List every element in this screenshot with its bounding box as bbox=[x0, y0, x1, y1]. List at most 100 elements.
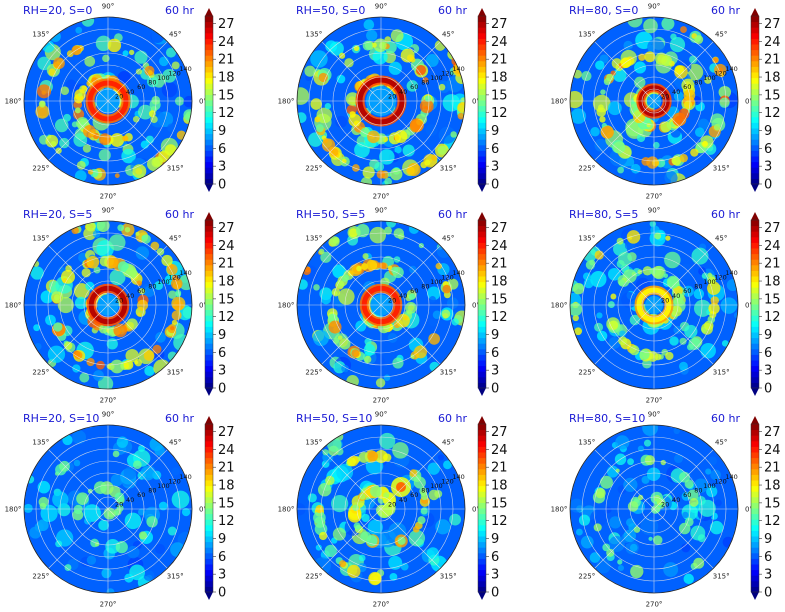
angular-gridline bbox=[107, 508, 168, 569]
theta-tick-label: 315° bbox=[167, 165, 184, 173]
rain-patch bbox=[408, 223, 420, 234]
polar-panel: 2040608010012014090°45°0°315°270°225°180… bbox=[5, 3, 235, 201]
rainband-cell bbox=[161, 254, 173, 267]
colorbar-segment bbox=[478, 287, 486, 294]
rain-patch bbox=[673, 91, 684, 102]
radial-tick-label: 40 bbox=[126, 88, 134, 96]
rainband-cell bbox=[617, 559, 623, 565]
rain-patch bbox=[154, 445, 165, 456]
rainband-cell bbox=[362, 166, 375, 179]
colorbar-tick-label: 0 bbox=[764, 382, 772, 397]
rainband-cell bbox=[457, 102, 465, 113]
rainband-cell bbox=[694, 35, 704, 45]
theta-tick-label: 135° bbox=[578, 438, 595, 446]
colorbar-segment bbox=[205, 178, 213, 185]
colorbar-tick-label: 27 bbox=[218, 425, 235, 440]
rain-patch bbox=[336, 463, 354, 481]
radial-tick-label: 80 bbox=[148, 283, 156, 291]
rain-patch bbox=[594, 138, 608, 152]
colorbar-segment bbox=[478, 77, 486, 84]
rainband-cell bbox=[128, 49, 135, 56]
rainband-cell bbox=[615, 468, 620, 473]
rain-patch bbox=[125, 348, 139, 363]
panel-title: RH=50, S=5 bbox=[296, 208, 365, 221]
rainband-cell bbox=[674, 65, 685, 76]
rain-patch bbox=[106, 588, 115, 593]
rainband-cell bbox=[638, 53, 646, 61]
rain-patch bbox=[596, 330, 608, 342]
colorbar-segment bbox=[751, 94, 759, 101]
rainband-cell bbox=[422, 77, 429, 83]
theta-tick-label: 315° bbox=[167, 369, 184, 377]
colorbar-extend-bottom bbox=[478, 592, 486, 600]
rain-patch bbox=[594, 322, 604, 332]
colorbar-extend-bottom bbox=[751, 592, 759, 600]
colorbar-segment bbox=[205, 541, 213, 548]
rain-patch bbox=[708, 456, 717, 466]
time-label: 60 hr bbox=[165, 412, 194, 425]
angular-gridline bbox=[653, 449, 714, 510]
colorbar-segment bbox=[205, 21, 213, 28]
rainband-cell bbox=[626, 230, 641, 244]
rain-patch bbox=[47, 345, 66, 363]
polar-frame bbox=[23, 424, 193, 594]
colorbar-segment bbox=[751, 242, 759, 249]
colorbar-segment bbox=[751, 513, 759, 520]
rainband-cell bbox=[358, 451, 370, 463]
rainband-cell bbox=[371, 42, 377, 48]
rain-patch bbox=[629, 543, 638, 552]
colorbar-segment bbox=[205, 27, 213, 34]
polar-panel: 2040608010012014090°45°0°315°270°225°180… bbox=[278, 411, 508, 609]
panel-title: RH=20, S=0 bbox=[23, 4, 92, 17]
colorbar-segment bbox=[205, 309, 213, 316]
colorbar-segment bbox=[751, 83, 759, 90]
theta-tick-label: 90° bbox=[648, 207, 660, 215]
rainband-cell bbox=[387, 265, 393, 271]
colorbar-segment bbox=[205, 248, 213, 255]
rainband-cell bbox=[702, 141, 708, 147]
colorbar-segment bbox=[751, 150, 759, 157]
theta-tick-label: 90° bbox=[648, 3, 660, 11]
theta-tick-label: 180° bbox=[278, 98, 295, 106]
polar-panel: 2040608010012014090°45°0°315°270°225°180… bbox=[551, 411, 781, 609]
rain-patch bbox=[689, 55, 698, 64]
rainband-cell bbox=[424, 159, 431, 166]
colorbar-segment bbox=[205, 315, 213, 322]
colorbar-tick-label: 12 bbox=[491, 106, 508, 121]
rainband-cell bbox=[608, 320, 619, 330]
radial-tick-label: 100 bbox=[430, 278, 442, 286]
colorbar-extend-top bbox=[205, 212, 213, 220]
panel-title: RH=80, S=5 bbox=[569, 208, 638, 221]
rainband-cell bbox=[417, 516, 426, 525]
colorbar-tick-label: 3 bbox=[491, 364, 499, 379]
colorbar-segment bbox=[205, 292, 213, 299]
theta-tick-label: 270° bbox=[100, 397, 117, 405]
rain-patch bbox=[155, 331, 166, 343]
rain-patch bbox=[171, 467, 180, 476]
colorbar-segment bbox=[751, 44, 759, 51]
rainband-cell bbox=[630, 564, 644, 579]
rainband-cell bbox=[441, 309, 451, 319]
rain-patch bbox=[386, 221, 397, 228]
colorbar: 0 3 6 9 12 15 18 21 24 27 bbox=[204, 212, 235, 397]
colorbar-tick-label: 27 bbox=[218, 221, 235, 236]
theta-tick-label: 0° bbox=[472, 98, 480, 106]
rainband-cell bbox=[408, 293, 416, 300]
colorbar-segment bbox=[751, 354, 759, 361]
rainband-cell bbox=[406, 309, 412, 315]
rainband-cell bbox=[684, 479, 694, 489]
colorbar-segment bbox=[205, 513, 213, 520]
rainband-cell bbox=[654, 232, 662, 240]
colorbar-segment bbox=[478, 586, 486, 593]
colorbar-tick-label: 6 bbox=[764, 346, 772, 361]
rain-patch bbox=[59, 137, 70, 149]
rain-patch bbox=[135, 68, 142, 75]
colorbar-segment bbox=[478, 547, 486, 554]
radial-tick-label: 60 bbox=[683, 491, 691, 499]
radial-tick-label: 80 bbox=[148, 487, 156, 495]
colorbar-segment bbox=[478, 468, 486, 475]
rain-patch bbox=[54, 118, 69, 133]
rain-patch bbox=[126, 545, 140, 559]
colorbar-segment bbox=[205, 32, 213, 39]
colorbar-segment bbox=[205, 508, 213, 515]
